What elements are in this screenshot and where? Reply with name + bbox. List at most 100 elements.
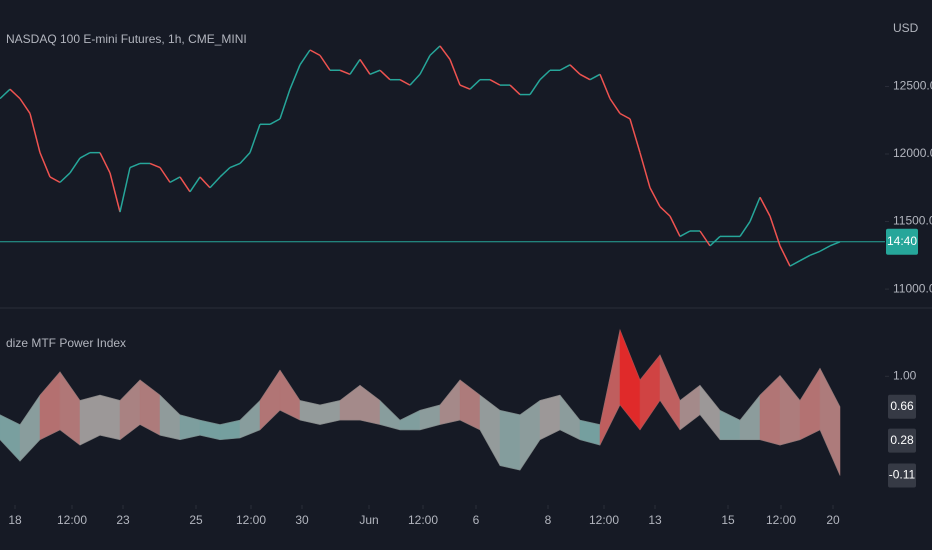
price-segment — [279, 88, 291, 120]
x-tick-label: 12:00 — [766, 513, 796, 527]
price-segment — [179, 176, 191, 193]
value-box-label: 0.28 — [890, 433, 914, 447]
y-tick-label: 11000.00 — [893, 281, 932, 295]
price-segment — [799, 254, 811, 262]
x-tick-label: 18 — [8, 513, 22, 527]
price-segment — [129, 162, 141, 169]
price-segment — [29, 113, 41, 153]
price-segment — [809, 250, 821, 257]
price-segment — [619, 112, 631, 120]
price-segment — [779, 245, 791, 267]
value-box — [888, 463, 916, 488]
price-segment — [639, 152, 651, 188]
price-segment — [369, 69, 381, 75]
price-segment — [189, 176, 201, 193]
price-segment — [709, 235, 721, 247]
price-segment — [219, 166, 231, 178]
price-segment — [299, 49, 311, 66]
price-segment — [829, 241, 841, 247]
price-segment — [759, 196, 771, 217]
price-segment — [359, 59, 371, 75]
price-segment — [579, 73, 591, 81]
price-segment — [469, 79, 481, 90]
price-segment — [789, 260, 801, 267]
price-segment — [379, 69, 391, 81]
price-segment — [449, 59, 461, 86]
x-tick-label: 6 — [473, 513, 480, 527]
last-price-label: 14:40 — [887, 234, 917, 248]
price-segment — [9, 88, 21, 100]
x-tick-label: 30 — [295, 513, 309, 527]
indicator-title: dize MTF Power Index — [6, 336, 126, 350]
price-segment — [439, 45, 451, 60]
band-segment — [819, 368, 841, 476]
price-segment — [609, 98, 621, 114]
price-segment — [409, 73, 421, 86]
price-segment — [429, 45, 441, 56]
price-segment — [159, 167, 171, 183]
price-segment — [319, 54, 331, 71]
price-segment — [289, 64, 301, 90]
price-segment — [489, 79, 501, 86]
x-tick-label: 25 — [189, 513, 203, 527]
price-segment — [649, 187, 661, 208]
price-segment — [0, 88, 11, 100]
x-tick-label: 12:00 — [589, 513, 619, 527]
y-tick-label: 11500.00 — [893, 214, 932, 228]
value-box-label: -0.11 — [889, 468, 916, 482]
price-segment — [49, 176, 61, 184]
y-tick-label: 12500.00 — [893, 79, 932, 93]
price-segment — [589, 73, 601, 81]
x-tick-label: 23 — [116, 513, 130, 527]
x-tick-label: Jun — [359, 513, 378, 527]
price-segment — [749, 196, 761, 222]
price-segment — [559, 64, 571, 71]
price-segment — [69, 157, 81, 174]
price-segment — [249, 124, 261, 153]
price-segment — [209, 176, 221, 189]
band-line — [0, 328, 841, 426]
price-segment — [99, 152, 111, 174]
x-tick-label: 12:00 — [57, 513, 87, 527]
price-segment — [459, 84, 471, 90]
price-segment — [659, 206, 671, 217]
price-segment — [509, 84, 521, 96]
price-segment — [269, 118, 281, 125]
price-segment — [739, 221, 751, 237]
x-tick-label: 12:00 — [236, 513, 266, 527]
price-segment — [419, 55, 431, 75]
price-segment — [629, 118, 641, 153]
band-segment — [499, 409, 521, 471]
price-segment — [569, 64, 581, 75]
price-segment — [679, 230, 691, 238]
price-segment — [349, 59, 361, 75]
x-tick-label: 13 — [648, 513, 662, 527]
price-segment — [79, 151, 91, 159]
price-segment — [239, 152, 251, 164]
currency-label: USD — [893, 21, 919, 35]
price-segment — [169, 176, 181, 184]
price-segment — [399, 79, 411, 86]
chart-title: NASDAQ 100 E-mini Futures, 1h, CME_MINI — [6, 32, 247, 46]
price-segment — [19, 98, 31, 114]
price-segment — [39, 152, 51, 178]
price-segment — [769, 215, 781, 247]
price-segment — [819, 245, 831, 252]
value-box — [888, 428, 916, 453]
price-segment — [699, 230, 711, 247]
y-tick-label: 12000.00 — [893, 146, 932, 160]
x-tick-label: 12:00 — [408, 513, 438, 527]
price-segment — [149, 162, 161, 169]
price-segment — [529, 79, 541, 95]
value-box — [888, 394, 916, 419]
x-tick-label: 8 — [545, 513, 552, 527]
x-tick-label: 20 — [826, 513, 840, 527]
price-segment — [669, 215, 681, 237]
price-segment — [119, 167, 131, 213]
last-price-box — [886, 228, 918, 255]
price-segment — [229, 162, 241, 169]
price-segment — [59, 172, 71, 183]
